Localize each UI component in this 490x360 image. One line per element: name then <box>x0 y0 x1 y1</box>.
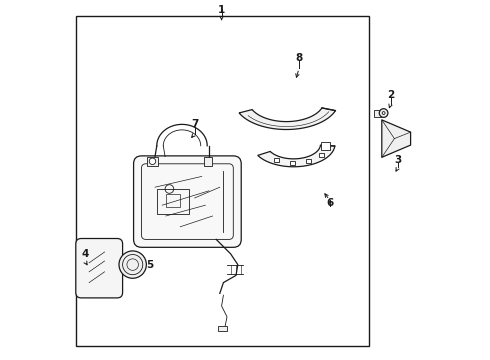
Text: 7: 7 <box>191 119 198 129</box>
Text: 8: 8 <box>295 53 303 63</box>
Text: 1: 1 <box>218 5 225 15</box>
Text: 5: 5 <box>146 260 153 270</box>
Bar <box>166 194 180 207</box>
Bar <box>319 153 324 157</box>
Bar <box>218 326 227 331</box>
Bar <box>373 110 381 117</box>
Bar <box>290 161 294 165</box>
Polygon shape <box>239 108 336 130</box>
Circle shape <box>379 109 388 117</box>
Circle shape <box>149 158 156 165</box>
Bar <box>306 159 311 163</box>
Polygon shape <box>258 145 335 167</box>
FancyBboxPatch shape <box>76 238 122 298</box>
Bar <box>321 142 330 150</box>
Text: 6: 6 <box>326 198 333 208</box>
Circle shape <box>119 251 147 278</box>
Bar <box>147 157 158 166</box>
Bar <box>274 158 279 162</box>
Bar <box>204 157 212 166</box>
FancyBboxPatch shape <box>134 156 241 247</box>
Bar <box>76 16 369 346</box>
Text: 4: 4 <box>81 249 89 259</box>
Polygon shape <box>382 120 411 157</box>
Bar <box>157 189 189 214</box>
Text: 2: 2 <box>387 90 394 100</box>
Text: 3: 3 <box>394 155 402 165</box>
